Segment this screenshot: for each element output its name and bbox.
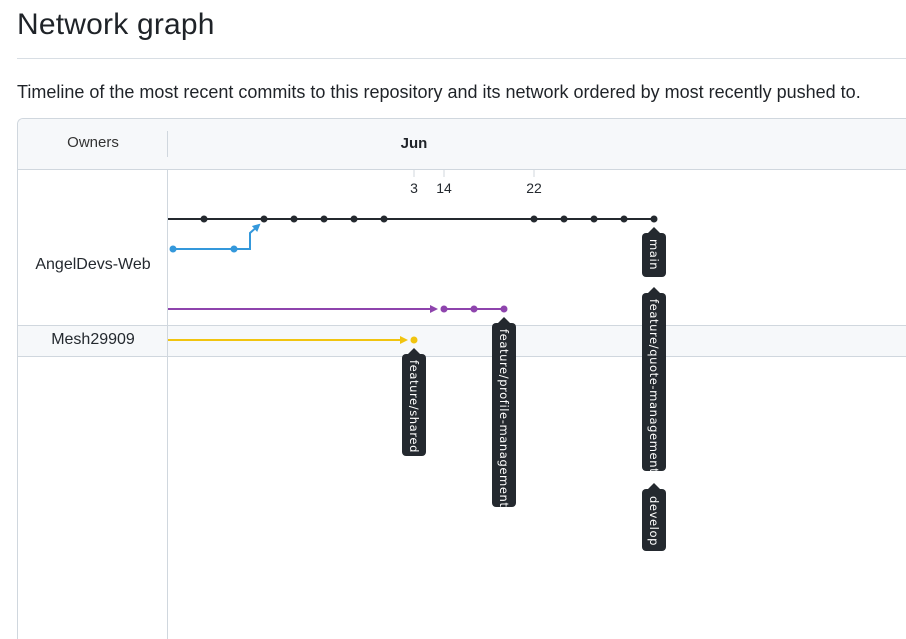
commit-dot (590, 215, 598, 223)
commit-dot (470, 305, 478, 313)
branch-name-profile-management: feature/profile-management (497, 329, 511, 508)
owner-band-mesh (18, 325, 906, 357)
branch-name-main: main (647, 239, 661, 270)
commit-dot (530, 215, 538, 223)
owners-header: Owners (67, 134, 119, 151)
day-label-14: 14 (436, 180, 452, 196)
purple-branch-line (168, 305, 508, 313)
branch-label-develop[interactable]: develop (642, 483, 666, 551)
branch-label-main[interactable]: main (642, 227, 666, 277)
page-title: Network graph (17, 8, 215, 41)
commit-dot (500, 305, 508, 313)
commit-dot (230, 245, 238, 253)
owners-column-divider (167, 169, 168, 639)
network-graph[interactable]: Owners Jun AngelDevs-Web Mesh29909 3 14 … (17, 118, 906, 639)
commit-dot (620, 215, 628, 223)
month-label: Jun (400, 135, 428, 152)
page-description: Timeline of the most recent commits to t… (17, 82, 861, 102)
commit-dot (290, 215, 298, 223)
branch-label-shared[interactable]: feature/shared (402, 348, 426, 456)
commit-dot (169, 245, 177, 253)
commit-dot (350, 215, 358, 223)
branch-name-quote-management: feature/quote-management (647, 299, 661, 473)
commit-graph-canvas[interactable]: 3 14 22 (18, 119, 906, 639)
commit-dot (320, 215, 328, 223)
branch-label-quote-management[interactable]: feature/quote-management (642, 287, 666, 473)
branch-label-profile-management[interactable]: feature/profile-management (492, 317, 516, 508)
title-divider (17, 58, 906, 59)
day-axis: 3 14 22 (410, 169, 542, 196)
yellow-branch-line (168, 336, 418, 344)
owner-mesh29909[interactable]: Mesh29909 (51, 331, 135, 348)
blue-branch-line (169, 223, 261, 253)
day-label-3: 3 (410, 180, 418, 196)
commit-dot (560, 215, 568, 223)
commit-dot (440, 305, 448, 313)
commit-dot (380, 215, 388, 223)
header-divider (167, 131, 168, 157)
owner-angeldevs-web[interactable]: AngelDevs-Web (35, 256, 151, 273)
commit-dot (650, 215, 658, 223)
graph-header (18, 119, 906, 170)
main-branch-line (168, 215, 658, 223)
branch-name-shared: feature/shared (407, 360, 421, 453)
branch-name-develop: develop (647, 496, 661, 546)
commit-dot (200, 215, 208, 223)
day-label-22: 22 (526, 180, 542, 196)
commit-dot (260, 215, 268, 223)
commit-dot (410, 336, 418, 344)
